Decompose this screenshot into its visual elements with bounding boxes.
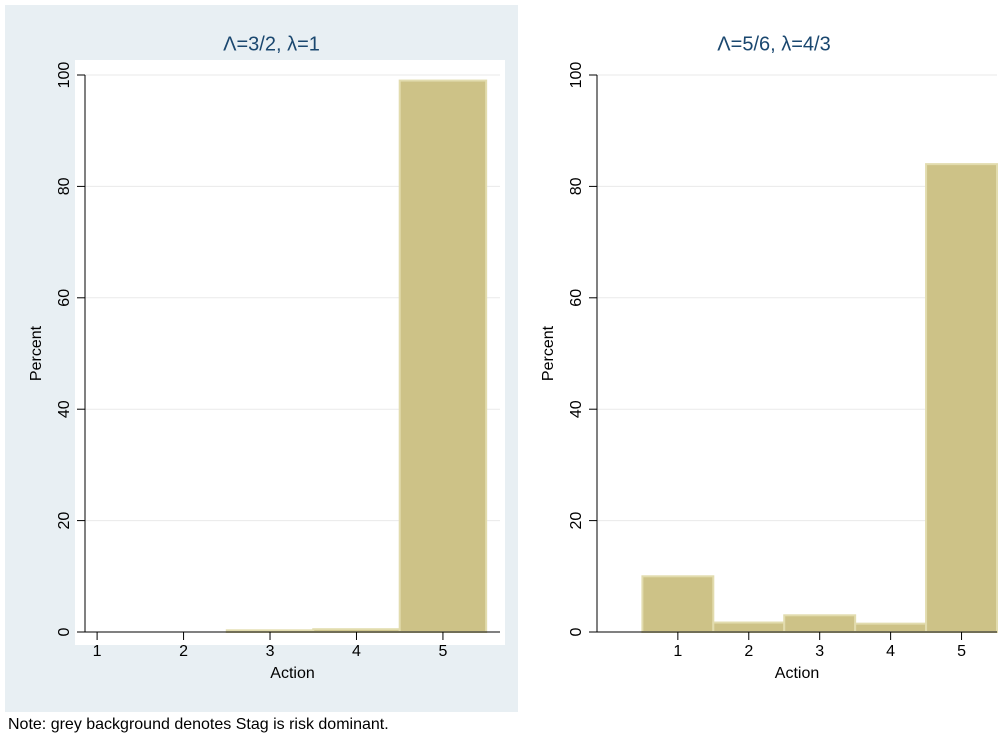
bar (854, 622, 928, 634)
x-tick-label: 3 (815, 643, 824, 660)
x-tick-label: 4 (352, 643, 361, 660)
x-axis-title: Action (775, 665, 819, 682)
y-axis-title: Percent (28, 325, 45, 381)
y-tick-label: 40 (568, 400, 585, 418)
y-tick-label: 60 (568, 289, 585, 307)
x-tick-label: 5 (957, 643, 966, 660)
y-tick-label: 80 (56, 177, 73, 195)
x-axis-title: Action (270, 665, 314, 682)
y-tick-label: 20 (56, 512, 73, 530)
bar (398, 79, 488, 633)
bar (641, 575, 715, 633)
chart-title: Λ=3/2, λ=1 (223, 33, 320, 55)
y-tick-label: 0 (56, 627, 73, 636)
bar (712, 621, 786, 634)
y-tick-label: 20 (568, 512, 585, 530)
x-tick-label: 1 (673, 643, 682, 660)
chart-title: Λ=5/6, λ=4/3 (717, 33, 830, 55)
y-tick-label: 80 (568, 177, 585, 195)
x-tick-label: 2 (744, 643, 753, 660)
bar (783, 614, 857, 633)
y-tick-label: 60 (56, 289, 73, 307)
y-axis-title: Percent (540, 325, 557, 381)
note: Note: grey background denotes Stag is ri… (8, 716, 389, 733)
x-tick-label: 5 (438, 643, 447, 660)
y-tick-label: 100 (568, 62, 585, 89)
x-tick-label: 1 (93, 643, 102, 660)
bar (925, 163, 998, 633)
y-tick-label: 40 (56, 400, 73, 418)
y-tick-label: 100 (56, 62, 73, 89)
x-tick-label: 4 (886, 643, 895, 660)
x-tick-label: 2 (179, 643, 188, 660)
x-tick-label: 3 (266, 643, 275, 660)
y-tick-label: 0 (568, 627, 585, 636)
